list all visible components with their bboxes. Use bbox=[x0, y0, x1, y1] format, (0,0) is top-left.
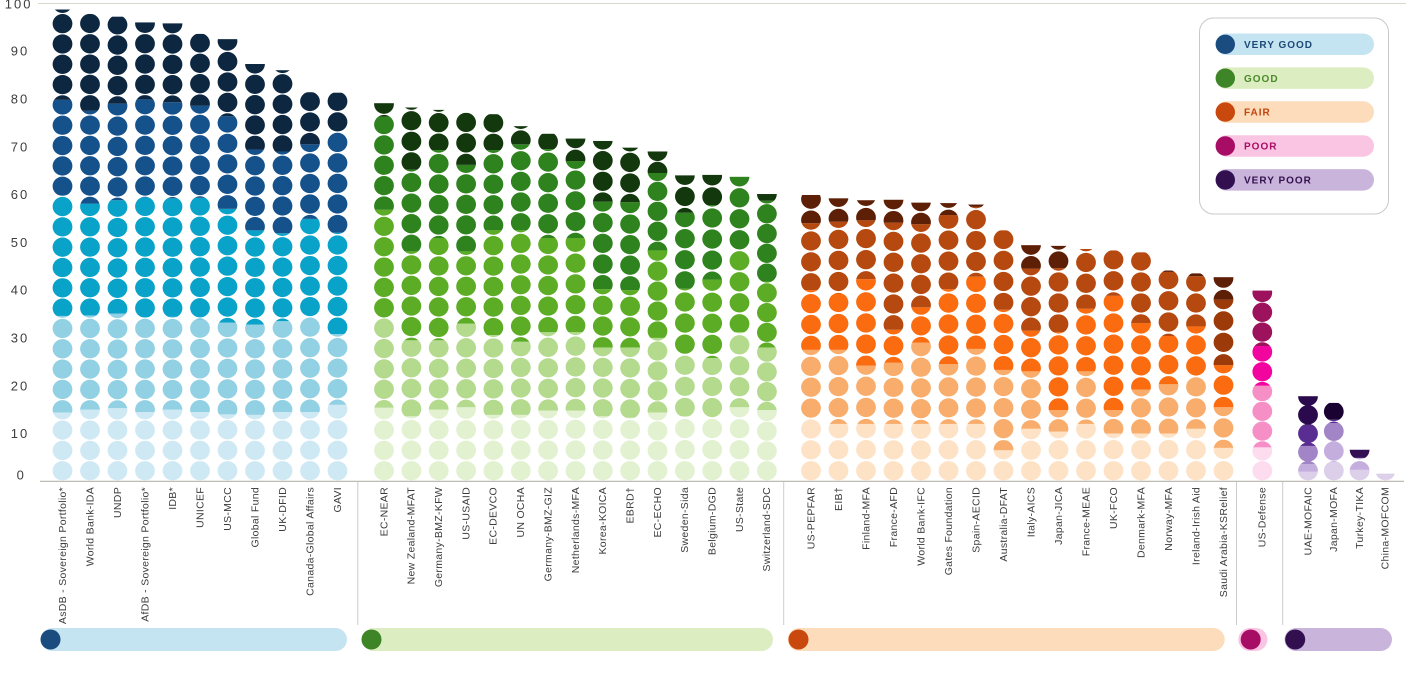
svg-text:Italy-AICS: Italy-AICS bbox=[1025, 487, 1037, 537]
svg-text:Spain-AECID: Spain-AECID bbox=[970, 487, 982, 553]
svg-text:Germany-BMZ-GIZ: Germany-BMZ-GIZ bbox=[542, 487, 554, 582]
svg-text:US-Defense: US-Defense bbox=[1257, 487, 1269, 547]
svg-text:AfDB - Sovereign Portfolio*: AfDB - Sovereign Portfolio* bbox=[139, 487, 151, 622]
svg-text:France-AFD: France-AFD bbox=[888, 487, 900, 547]
svg-text:POOR: POOR bbox=[1244, 142, 1277, 153]
svg-text:VERY POOR: VERY POOR bbox=[1244, 176, 1312, 187]
svg-text:UK-DFID: UK-DFID bbox=[277, 487, 289, 532]
svg-text:Netherlands-MFA: Netherlands-MFA bbox=[570, 487, 582, 573]
svg-text:20: 20 bbox=[11, 378, 29, 393]
svg-text:Canada-Global Affairs: Canada-Global Affairs bbox=[304, 487, 316, 596]
svg-text:Ireland-Irish Aid: Ireland-Irish Aid bbox=[1190, 487, 1202, 565]
svg-text:30: 30 bbox=[11, 331, 29, 346]
svg-text:UNDP: UNDP bbox=[112, 487, 124, 518]
svg-text:50: 50 bbox=[11, 235, 29, 250]
svg-text:Sweden-Sida: Sweden-Sida bbox=[679, 487, 691, 553]
svg-text:10: 10 bbox=[11, 426, 29, 441]
svg-text:GOOD: GOOD bbox=[1244, 74, 1279, 85]
svg-text:AsDB - Sovereign Portfolio*: AsDB - Sovereign Portfolio* bbox=[57, 487, 69, 624]
svg-text:Japan-JICA: Japan-JICA bbox=[1053, 487, 1065, 545]
svg-text:Saudi Arabia-KSRelief: Saudi Arabia-KSRelief bbox=[1218, 487, 1230, 597]
svg-text:VERY GOOD: VERY GOOD bbox=[1244, 40, 1313, 51]
svg-text:IDB*: IDB* bbox=[167, 487, 179, 510]
svg-text:Finland-MFA: Finland-MFA bbox=[860, 487, 872, 550]
svg-text:UN OCHA: UN OCHA bbox=[515, 487, 527, 538]
svg-text:GAVI: GAVI bbox=[332, 487, 344, 513]
svg-text:100: 100 bbox=[5, 0, 33, 11]
svg-text:70: 70 bbox=[11, 139, 29, 154]
svg-text:US-State: US-State bbox=[734, 487, 746, 532]
svg-text:New Zealand-MFAT: New Zealand-MFAT bbox=[406, 487, 418, 585]
svg-text:UNICEF: UNICEF bbox=[194, 487, 206, 528]
svg-text:Gates Foundation: Gates Foundation bbox=[943, 487, 955, 575]
svg-text:Belgium-DGD: Belgium-DGD bbox=[707, 487, 719, 555]
svg-text:Norway-MFA: Norway-MFA bbox=[1163, 487, 1175, 551]
svg-text:60: 60 bbox=[11, 187, 29, 202]
svg-text:Turkey-TIKA: Turkey-TIKA bbox=[1354, 487, 1366, 549]
svg-text:EC-DEVCO: EC-DEVCO bbox=[488, 487, 500, 545]
svg-text:FAIR: FAIR bbox=[1244, 108, 1271, 119]
svg-text:UK-FCO: UK-FCO bbox=[1108, 487, 1120, 529]
svg-text:France-MEAE: France-MEAE bbox=[1080, 487, 1092, 556]
svg-text:40: 40 bbox=[11, 283, 29, 298]
svg-text:Denmark-MFA: Denmark-MFA bbox=[1135, 487, 1147, 558]
svg-text:Germany-BMZ-KFW: Germany-BMZ-KFW bbox=[433, 487, 445, 587]
svg-text:US-MCC: US-MCC bbox=[222, 487, 234, 531]
svg-text:China-MOFCOM: China-MOFCOM bbox=[1380, 487, 1392, 569]
svg-text:0: 0 bbox=[17, 468, 26, 483]
svg-text:Australia-DFAT: Australia-DFAT bbox=[998, 487, 1010, 562]
svg-text:UAE-MOFAIC: UAE-MOFAIC bbox=[1302, 487, 1314, 555]
svg-text:World Bank-IDA: World Bank-IDA bbox=[84, 487, 96, 566]
svg-text:EC-NEAR: EC-NEAR bbox=[378, 487, 390, 536]
svg-text:90: 90 bbox=[11, 44, 29, 59]
svg-text:80: 80 bbox=[11, 92, 29, 107]
svg-text:US-USAID: US-USAID bbox=[460, 487, 472, 540]
svg-text:Korea-KOICA: Korea-KOICA bbox=[597, 487, 609, 555]
svg-text:Switzerland-SDC: Switzerland-SDC bbox=[761, 487, 773, 572]
svg-text:Global Fund: Global Fund bbox=[249, 487, 261, 548]
svg-text:EIB†: EIB† bbox=[833, 487, 845, 511]
svg-text:US-PEPFAR: US-PEPFAR bbox=[805, 487, 817, 549]
svg-text:World Bank-IFC: World Bank-IFC bbox=[915, 487, 927, 566]
svg-text:EBRD†: EBRD† bbox=[624, 487, 636, 524]
svg-text:EC-ECHO: EC-ECHO bbox=[652, 487, 664, 538]
svg-text:Japan-MOFA: Japan-MOFA bbox=[1328, 487, 1340, 552]
